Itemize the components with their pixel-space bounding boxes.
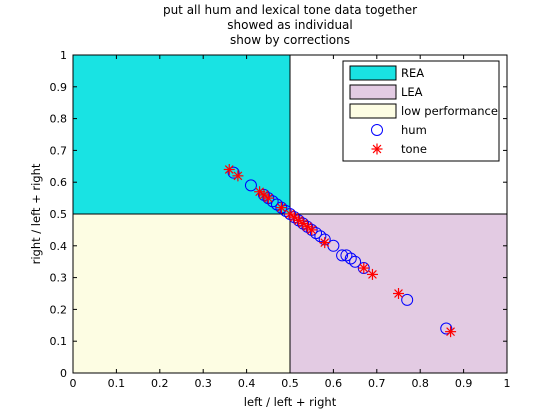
legend-label: LEA: [401, 85, 423, 99]
data-point-tone: [366, 268, 378, 280]
data-point-hum: [314, 230, 327, 243]
data-point-hum: [440, 322, 453, 335]
region-low-performance: [72, 213, 291, 374]
data-point-tone: [232, 170, 244, 182]
title-line-3: show by corrections: [230, 33, 350, 47]
data-point-hum: [401, 293, 414, 306]
data-point-tone: [306, 224, 318, 236]
legend-label: low performance: [401, 104, 498, 118]
x-tick-label: 0.6: [325, 377, 343, 390]
y-tick-label: 0.3: [50, 272, 68, 285]
x-tick-label: 0.7: [368, 377, 386, 390]
x-axis-label: left / left + right: [244, 395, 337, 409]
x-tick-label: 0.2: [151, 377, 169, 390]
legend-marker: [371, 124, 383, 136]
regions-layer: [72, 54, 508, 374]
legend-item-lea: LEA: [349, 84, 423, 100]
legend-item-hum: hum: [371, 123, 427, 137]
y-tick-label: 0.5: [50, 208, 68, 221]
legend: REA LEA low performance hum tone: [342, 60, 500, 162]
data-point-hum: [266, 195, 279, 208]
ticks-layer: 0 0.1 0.2 0.3 0.4 0.5 0.6 0.7 0.8 0.9 1 0 0.1 0.2 0.3 0…: [50, 49, 511, 390]
y-tick-label: 0.2: [50, 303, 68, 316]
legend-swatch: [349, 103, 397, 119]
x-tick-label: 0: [70, 377, 77, 390]
data-point-tone: [393, 288, 404, 299]
data-point-hum: [310, 227, 323, 240]
x-tick-label: 1: [504, 377, 511, 390]
legend-item-tone: tone: [371, 142, 427, 156]
x-tick-label: 0.8: [411, 377, 429, 390]
y-axis-label: right / left + right: [29, 163, 43, 264]
y-tick-label: 0.1: [50, 335, 68, 348]
data-point-hum: [279, 204, 292, 217]
legend-label: tone: [401, 142, 427, 156]
x-tick-label: 0.9: [455, 377, 473, 390]
data-point-hum: [270, 198, 283, 211]
y-tick-label: 0.9: [50, 81, 68, 94]
data-point-tone: [319, 237, 331, 249]
x-tick-label: 0.4: [238, 377, 256, 390]
y-tick-label: 0.4: [50, 240, 68, 253]
data-point-hum: [340, 249, 353, 262]
y-tick-label: 0.7: [50, 144, 68, 157]
chart-title: put all hum and lexical tone data togeth…: [163, 3, 417, 47]
x-tick-label: 0.5: [281, 377, 299, 390]
y-tick-label: 0.6: [50, 176, 68, 189]
legend-swatch: [349, 65, 397, 81]
title-line-1: put all hum and lexical tone data togeth…: [163, 3, 417, 17]
data-point-hum: [244, 179, 257, 192]
data-point-hum: [227, 166, 240, 179]
title-line-2: showed as individual: [227, 18, 352, 32]
x-tick-label: 0.3: [194, 377, 212, 390]
data-point-tone: [275, 202, 287, 214]
legend-label: hum: [401, 123, 427, 137]
data-point-tone: [445, 326, 457, 338]
region-rea: [72, 54, 291, 215]
data-point-tone: [358, 262, 370, 274]
legend-item-low-performance: low performance: [349, 103, 498, 119]
data-point-tone: [262, 192, 274, 204]
x-tick-label: 0.1: [108, 377, 126, 390]
y-tick-label: 0.8: [50, 113, 68, 126]
y-tick-label: 0: [60, 367, 67, 380]
data-point-hum: [336, 249, 349, 262]
legend-marker: [371, 143, 383, 155]
points-layer: [223, 163, 457, 338]
legend-swatch: [349, 84, 397, 100]
legend-item-rea: REA: [349, 65, 424, 81]
data-point-tone: [223, 163, 235, 175]
series-tone: [223, 163, 457, 338]
data-point-hum: [344, 252, 357, 265]
y-tick-label: 1: [60, 49, 67, 62]
data-point-hum: [349, 255, 362, 268]
legend-label: REA: [401, 66, 424, 80]
